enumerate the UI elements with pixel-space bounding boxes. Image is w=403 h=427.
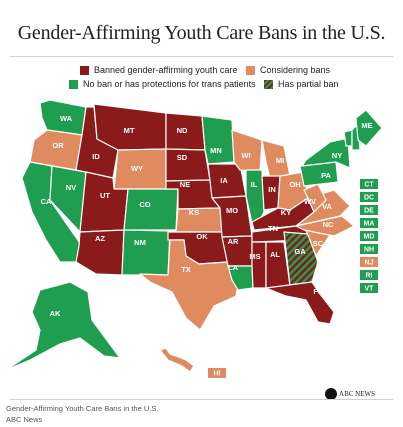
legend-label-protected: No ban or has protections for trans pati… bbox=[83, 79, 256, 89]
legend-swatch-protected bbox=[69, 79, 78, 89]
state-ga bbox=[283, 231, 319, 287]
small-state-label-ma: MA bbox=[364, 220, 375, 227]
state-label-mi: MI bbox=[276, 156, 284, 165]
state-tx bbox=[139, 239, 241, 331]
map-title: Gender-Affirming Youth Care Bans in the … bbox=[17, 22, 386, 44]
legend-label-considering: Considering bans bbox=[260, 65, 331, 75]
state-label-ak: AK bbox=[50, 309, 61, 318]
abc-logo-disc-icon bbox=[325, 388, 338, 400]
legend-swatch-partial bbox=[264, 79, 273, 89]
state-ms bbox=[251, 241, 267, 289]
legend-swatch-banned bbox=[80, 65, 89, 75]
state-fl bbox=[265, 281, 335, 325]
state-label-mn: MN bbox=[210, 146, 222, 155]
state-label-il: IL bbox=[251, 180, 258, 189]
state-label-ca: CA bbox=[41, 197, 52, 206]
state-label-va: VA bbox=[322, 202, 332, 211]
state-label-wy: WY bbox=[131, 164, 143, 173]
title-divider bbox=[10, 56, 393, 57]
state-label-oh: OH bbox=[289, 180, 300, 189]
state-label-nd: ND bbox=[177, 126, 188, 135]
small-state-label-ri: RI bbox=[366, 272, 373, 279]
small-state-box-vt bbox=[360, 283, 378, 293]
state-nm bbox=[121, 229, 171, 276]
legend-item-partial: Has partial ban bbox=[264, 79, 339, 89]
state-label-me: ME bbox=[361, 121, 372, 130]
state-label-nv: NV bbox=[66, 183, 76, 192]
small-state-label-nh: NH bbox=[364, 246, 374, 253]
state-label-la: LA bbox=[228, 263, 239, 272]
small-state-box-ri bbox=[360, 270, 378, 280]
state-mn bbox=[201, 115, 235, 165]
state-label-al: AL bbox=[270, 250, 280, 259]
state-label-tx: TX bbox=[181, 265, 191, 274]
legend-label-partial: Has partial ban bbox=[278, 79, 339, 89]
state-label-ne: NE bbox=[180, 180, 190, 189]
small-state-label-md: MD bbox=[364, 233, 375, 240]
small-state-label-vt: VT bbox=[365, 285, 375, 292]
state-label-wa: WA bbox=[60, 114, 73, 123]
state-label-ar: AR bbox=[228, 237, 239, 246]
state-label-nc: NC bbox=[323, 220, 334, 229]
state-hi bbox=[159, 347, 195, 373]
state-label-az: AZ bbox=[95, 234, 105, 243]
state-label-or: OR bbox=[52, 141, 64, 150]
small-state-box-hi bbox=[208, 368, 226, 378]
small-state-label-dc: DC bbox=[364, 194, 374, 201]
state-sd bbox=[165, 148, 211, 182]
small-state-label-ct: CT bbox=[364, 181, 374, 188]
state-label-id: ID bbox=[92, 152, 100, 161]
state-label-pa: PA bbox=[321, 171, 331, 180]
state-label-ok: OK bbox=[196, 232, 208, 241]
small-state-box-md bbox=[360, 231, 378, 241]
state-me bbox=[355, 109, 383, 147]
state-label-mt: MT bbox=[124, 126, 135, 135]
state-la bbox=[227, 265, 254, 291]
state-label-ut: UT bbox=[100, 191, 110, 200]
small-state-box-dc bbox=[360, 192, 378, 202]
state-label-ms: MS bbox=[249, 252, 260, 261]
caption-source: ABC News bbox=[6, 415, 43, 424]
state-vt bbox=[343, 129, 353, 147]
state-label-wv: WV bbox=[304, 197, 316, 206]
small-state-label-hi: HI bbox=[214, 370, 221, 377]
small-state-box-ct bbox=[360, 179, 378, 189]
small-state-box-ma bbox=[360, 218, 378, 228]
caption-title: Gender-Affirming Youth Care Bans in the … bbox=[6, 404, 159, 413]
state-label-fl: FL bbox=[313, 287, 323, 296]
legend-item-banned: Banned gender-affirming youth care bbox=[80, 65, 237, 75]
small-state-box-de bbox=[360, 205, 378, 215]
small-state-box-nj bbox=[360, 257, 378, 267]
state-ak bbox=[5, 281, 121, 371]
state-label-ia: IA bbox=[220, 176, 228, 185]
legend-swatch-considering bbox=[246, 65, 255, 75]
state-label-ks: KS bbox=[189, 208, 199, 217]
legend-label-banned: Banned gender-affirming youth care bbox=[94, 65, 238, 75]
state-label-ga: GA bbox=[294, 247, 306, 256]
legend-item-protected: No ban or has protections for trans pati… bbox=[69, 79, 256, 89]
abc-news-logo: ABC NEWS bbox=[325, 388, 375, 400]
state-label-mo: MO bbox=[226, 206, 238, 215]
legend-item-considering: Considering bans bbox=[246, 65, 330, 75]
logo-text: ABC NEWS bbox=[339, 390, 375, 398]
state-label-in: IN bbox=[268, 185, 276, 194]
state-label-ny: NY bbox=[332, 151, 342, 160]
caption-divider bbox=[10, 399, 393, 400]
state-label-wi: WI bbox=[241, 151, 250, 160]
state-label-nm: NM bbox=[134, 238, 146, 247]
state-label-tn: TN bbox=[268, 224, 278, 233]
state-ny bbox=[301, 137, 351, 169]
state-label-ky: KY bbox=[281, 208, 291, 217]
small-state-label-de: DE bbox=[364, 207, 374, 214]
small-state-label-nj: NJ bbox=[365, 259, 374, 266]
state-label-co: CO bbox=[139, 200, 150, 209]
state-label-sd: SD bbox=[177, 153, 188, 162]
small-state-box-nh bbox=[360, 244, 378, 254]
state-label-sc: SC bbox=[313, 239, 324, 248]
state-co bbox=[123, 188, 179, 231]
